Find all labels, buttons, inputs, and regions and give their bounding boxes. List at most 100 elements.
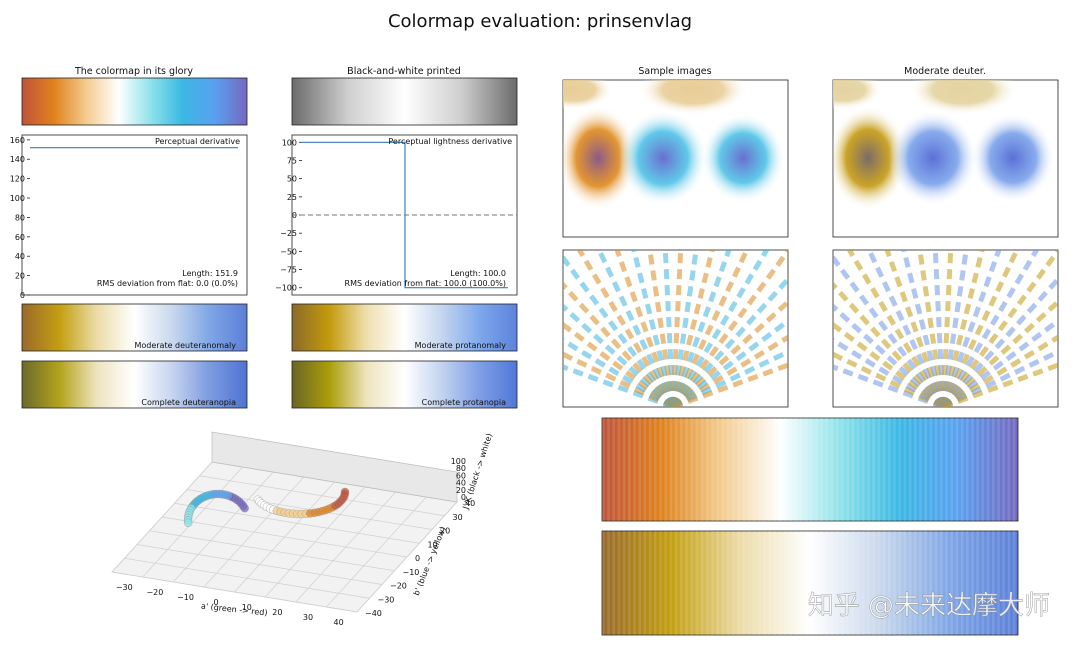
wave-stripe [670,250,788,407]
colorbar-stripe [846,531,849,635]
colorbar-stripe [929,531,933,635]
colorbar-stripe [763,418,766,521]
colorbar-stripe [893,531,896,635]
image-blob [638,80,748,115]
colorbar-stripe [742,531,745,635]
colorbar-stripe [851,531,855,635]
3d-x-tick-label: 40 [334,618,344,627]
3d-gridline [295,491,397,603]
image-blob [701,113,785,203]
colorbar-stripe [612,531,615,635]
wave-stripe [670,250,699,407]
colorbar-stripe [607,418,610,521]
colorbar-stripe [841,531,844,635]
3d-z-tick-label: 0 [461,493,466,502]
colorbar-stripe [633,531,636,635]
colorbar-stripe [903,418,907,521]
colorbar-stripe [877,418,881,521]
watermark: 知乎 @未来达摩大师 [808,591,1050,621]
wave-stripe [670,250,732,407]
colorbar-stripe [898,531,901,635]
colorbar-stripe [862,418,865,521]
chart1-frame [21,134,248,296]
colorbar-stripe [664,531,667,635]
deuteranopia-label: Complete deuteranopia [141,398,236,407]
y-tick-label: 75 [287,156,297,165]
image-blob [833,80,883,110]
3d-x-tick-label: 10 [242,603,252,612]
colorbar-stripe [867,418,870,521]
colorbar-stripe [1012,418,1016,521]
colorbar-stripe [680,418,683,521]
3d-x-tick-label: −10 [177,593,194,602]
colorbar-stripe [633,418,636,521]
colorbar-stripe [638,531,641,635]
glory-colorbar [21,77,248,126]
y-tick-label: 40 [15,252,25,261]
colorbar-stripe [763,531,766,635]
colorbar-stripe [622,418,626,521]
colorbar-stripe [966,531,969,635]
lightness-derivative-chart: −100−75−50−250255075100 Perceptual light… [275,134,518,296]
sample-image-waves [562,249,789,408]
colorbar-stripe [648,418,652,521]
colorbar-stripe [617,531,621,635]
y-tick-label: 140 [10,155,25,164]
wave-stripe [563,281,675,407]
colorbar-stripe [700,418,704,521]
chart2-series-line [302,141,508,289]
colorbar-stripe [695,531,699,635]
colorbar-stripe [825,418,829,521]
colorbar-stripe [799,531,803,635]
colorbar-stripe [997,531,1000,635]
colorbar-stripe [804,531,808,635]
wave-stripe [833,321,945,407]
colorbar-stripe [654,531,657,635]
wave-stripe [833,253,946,407]
colorbar-stripe [716,418,719,521]
wave-stripe [631,250,676,407]
moderate-deuter-title: Moderate deuter. [904,66,986,77]
bw-colorbar [291,77,518,126]
y-tick-label: −25 [280,229,297,238]
3d-scatter-point [340,487,350,497]
colorbar-stripe [934,531,938,635]
wave-stripe [941,275,1058,407]
colorbar-stripe [877,531,881,635]
colorbar-stripe [747,531,751,635]
sample-image-smooth [562,79,789,238]
colorbar-stripe [784,418,787,521]
colorbar-stripe [986,531,990,635]
figure-title: Colormap evaluation: prinsenvlag [388,11,692,32]
y-tick-label: 60 [15,233,25,242]
wave-stripe [941,334,1058,407]
deuteranomaly-label: Moderate deuteranomaly [134,341,236,350]
colorbar-stripe [986,418,990,521]
colorbar-stripe [950,418,953,521]
colorbar-stripe [659,531,662,635]
colorbar-stripe [789,531,792,635]
3d-z-tick-label: 80 [456,464,466,473]
colorbar-stripe [794,418,797,521]
y-tick-label: −100 [275,284,297,293]
colorbar-stripe [669,531,673,635]
colorbar-stripe [768,418,771,521]
colorbar-stripe [820,418,823,521]
colorbar-stripe [700,531,704,635]
deuter-image-waves [832,249,1059,408]
colorbar-stripe [602,531,605,635]
colorbar-stripe [924,531,927,635]
wave-stripe [670,250,684,407]
chart1-length: Length: 151.9 [182,269,238,278]
image-blob [908,80,1018,115]
image-blob [563,106,638,210]
protanomaly-colorbar: Moderate protanomaly [291,303,518,352]
3d-gridline [356,501,458,613]
colorbar-stripe [976,418,979,521]
3d-x-tick-label: −30 [116,583,133,592]
chart1-title: Perceptual derivative [155,137,240,146]
3d-y-tick-label: −10 [403,568,420,577]
colorbar-stripe [695,418,699,521]
deuteranopia-colorbar: Complete deuteranopia [21,360,248,409]
image-blob [618,110,708,206]
